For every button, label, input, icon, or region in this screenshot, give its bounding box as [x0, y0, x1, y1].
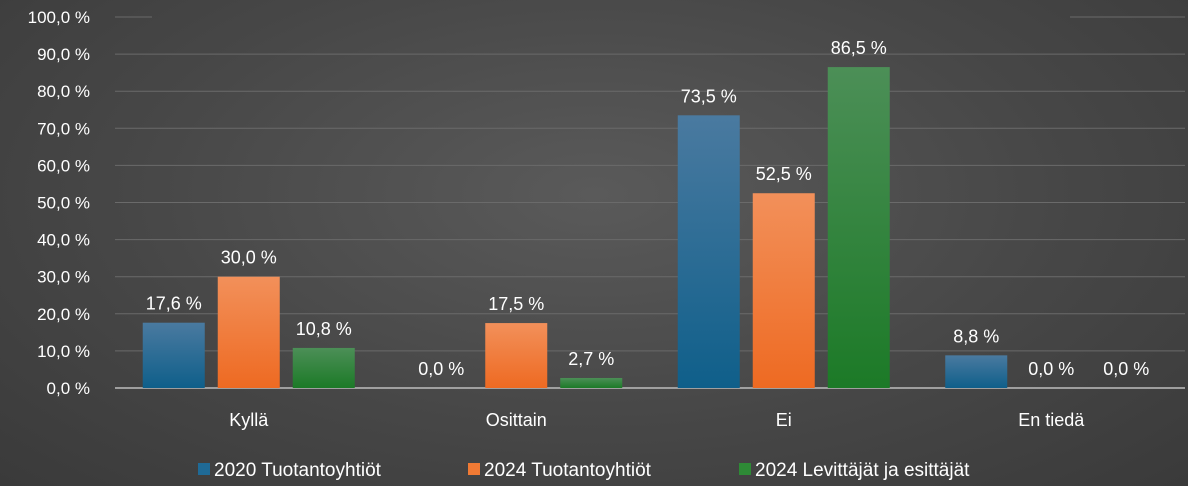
data-label: 0,0 % [1028, 359, 1074, 379]
bar [142, 322, 205, 388]
category-label: Osittain [486, 410, 547, 430]
bars [142, 67, 1008, 389]
data-label: 0,0 % [418, 359, 464, 379]
y-tick-label: 20,0 % [37, 305, 90, 324]
data-label: 52,5 % [756, 164, 812, 184]
category-label: Kyllä [229, 410, 269, 430]
bar [292, 347, 355, 388]
legend-label: 2024 Levittäjät ja esittäjät [755, 460, 970, 481]
category-label: Ei [776, 410, 792, 430]
y-tick-label: 70,0 % [37, 119, 90, 138]
data-label: 73,5 % [681, 86, 737, 106]
data-label: 10,8 % [296, 319, 352, 339]
y-tick-label: 90,0 % [37, 45, 90, 64]
data-labels: 17,6 % 30,0 % 10,8 % 0,0 % 17,5 % 2,7 % 73,5 %… [146, 38, 1150, 379]
y-axis-ticks: 0,0 % 10,0 % 20,0 % 30,0 % 40,0 % 50,0 % 60,0 … [28, 8, 90, 398]
bar [945, 355, 1008, 388]
y-tick-label: 50,0 % [37, 194, 90, 213]
data-label: 17,6 % [146, 294, 202, 314]
y-tick-label: 100,0 % [28, 8, 90, 27]
y-tick-label: 0,0 % [47, 379, 90, 398]
legend-swatch [198, 463, 210, 475]
bar [560, 377, 623, 388]
data-label: 30,0 % [221, 248, 277, 268]
y-tick-label: 10,0 % [37, 342, 90, 361]
data-label: 17,5 % [488, 294, 544, 314]
bar [217, 276, 280, 388]
y-tick-label: 40,0 % [37, 231, 90, 250]
y-tick-label: 30,0 % [37, 268, 90, 287]
x-axis-categories: Kyllä Osittain Ei En tiedä [229, 410, 1085, 430]
legend-swatch [739, 463, 751, 475]
legend-label: 2020 Tuotantoyhtiöt [214, 460, 382, 481]
bar [485, 323, 548, 388]
legend-swatch [468, 463, 480, 475]
legend: 2020 Tuotantoyhtiöt 2024 Tuotantoyhtiöt 20… [198, 460, 970, 481]
data-label: 86,5 % [831, 38, 887, 58]
legend-label: 2024 Tuotantoyhtiöt [484, 460, 652, 481]
bar [677, 115, 740, 388]
data-label: 2,7 % [568, 349, 614, 369]
bar [827, 67, 890, 389]
data-label: 8,8 % [953, 326, 999, 346]
bar [752, 193, 815, 388]
y-tick-label: 80,0 % [37, 82, 90, 101]
y-tick-label: 60,0 % [37, 156, 90, 175]
data-label: 0,0 % [1103, 359, 1149, 379]
category-label: En tiedä [1018, 410, 1085, 430]
